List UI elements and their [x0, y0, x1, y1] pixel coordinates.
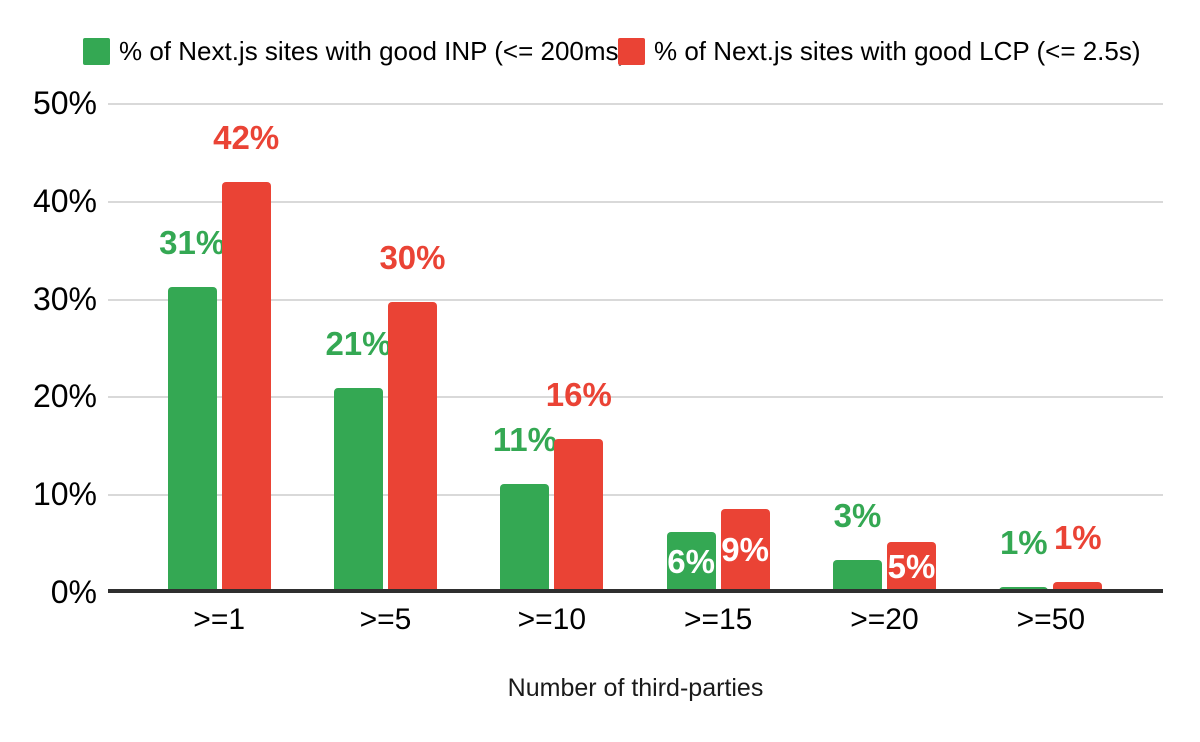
y-tick-30: 30%: [32, 280, 97, 317]
bar-lcp->=50: 1%: [1053, 520, 1103, 592]
bar-inp->=20: 3%: [832, 497, 882, 592]
bar-lcp->=10: 16%: [546, 377, 612, 592]
legend-item-lcp: % of Next.js sites with good LCP (<= 2.5…: [618, 37, 1141, 65]
bar-groups: 31% 42% 21% 30% 11% 16% 6% 9% 3% 5% 1% 1%: [108, 103, 1163, 592]
legend-label-lcp: % of Next.js sites with good LCP (<= 2.5…: [654, 36, 1141, 66]
bar-label-lcp->=15: 9%: [721, 531, 769, 569]
bar-lcp->=15: 9%: [720, 508, 770, 592]
bar-label-inp->=20: 3%: [833, 496, 882, 534]
y-axis-labels: 50% 40% 30% 20% 10% 0%: [0, 85, 97, 610]
bar-inp->=1: 31%: [159, 224, 225, 592]
bar-label-inp->=50: 1%: [999, 524, 1048, 562]
y-tick-50: 50%: [32, 85, 97, 121]
plot-area: 31% 42% 21% 30% 11% 16% 6% 9% 3% 5% 1% 1%: [108, 103, 1163, 593]
legend-item-inp: % of Next.js sites with good INP (<= 200…: [83, 37, 627, 65]
bar-inp->=15: 6%: [666, 532, 716, 592]
bar-group->=5: 21% 30%: [302, 103, 468, 592]
y-tick-10: 10%: [32, 476, 97, 512]
bar-label-lcp->=50: 1%: [1053, 519, 1102, 557]
bar-group->=15: 6% 9%: [635, 103, 801, 592]
y-tick-0: 0%: [50, 573, 97, 610]
bar-group->=1: 31% 42%: [136, 103, 302, 592]
gridline-30: [108, 298, 1163, 301]
gridline-10: [108, 494, 1163, 496]
x-axis-title: Number of third-parties: [507, 674, 764, 702]
legend-swatch-lcp-red: [618, 37, 645, 65]
x-tick-ge1: >=1: [193, 603, 246, 636]
bar-label-inp->=5: 21%: [325, 324, 392, 362]
x-tick-ge20: >=20: [850, 603, 919, 636]
bar-lcp->=1: 42%: [213, 120, 279, 592]
bar-label-lcp->=5: 30%: [379, 238, 446, 276]
x-axis-line: [108, 589, 1163, 593]
bar-inp->=10: 11%: [493, 422, 557, 592]
gridline-50: [108, 103, 1163, 105]
x-axis-labels: >=1 >=5 >=10 >=15 >=20 >=50: [108, 603, 1163, 637]
bar-group->=10: 11% 16%: [469, 103, 635, 592]
bar-label-lcp->=1: 42%: [213, 119, 280, 157]
bar-label-inp->=15: 6%: [667, 543, 715, 581]
x-tick-ge50: >=50: [1016, 603, 1086, 636]
bar-label-inp->=1: 31%: [159, 223, 226, 261]
x-tick-ge10: >=10: [517, 603, 587, 636]
bar-label-lcp->=10: 16%: [545, 376, 612, 414]
bar-group->=20: 3% 5%: [801, 103, 967, 592]
y-tick-40: 40%: [32, 182, 97, 219]
gridline-20: [108, 396, 1163, 399]
legend-swatch-inp-green: [83, 37, 110, 65]
x-tick-ge5: >=5: [359, 603, 412, 636]
bar-label-lcp->=20: 5%: [887, 548, 936, 586]
gridline-40: [108, 200, 1163, 203]
y-tick-20: 20%: [32, 378, 97, 415]
bar-lcp->=5: 30%: [379, 239, 446, 592]
bar-lcp->=20: 5%: [886, 542, 936, 592]
bar-label-inp->=10: 11%: [492, 421, 557, 459]
bar-group->=50: 1% 1%: [968, 103, 1134, 592]
bar-inp->=5: 21%: [325, 325, 392, 592]
x-tick-ge15: >=15: [683, 603, 753, 636]
legend-label-inp: % of Next.js sites with good INP (<= 200…: [119, 36, 628, 66]
